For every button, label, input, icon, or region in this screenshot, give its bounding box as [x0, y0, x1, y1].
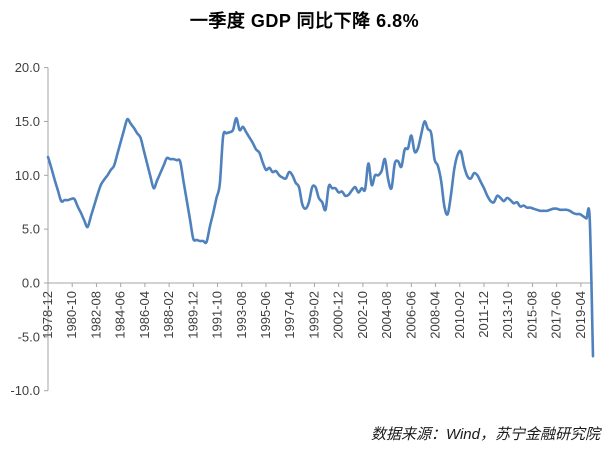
gdp-growth-line	[46, 116, 595, 358]
chart-title: 一季度 GDP 同比下降 6.8%	[189, 11, 420, 31]
x-axis-label: 1978-12	[40, 291, 55, 339]
x-axis-label: 2004-08	[379, 291, 394, 339]
x-axis-label: 2010-02	[452, 291, 467, 339]
x-axis-label: 1995-06	[258, 291, 273, 339]
x-axis-label: 2000-12	[331, 291, 346, 339]
x-axis-label: 1997-04	[282, 291, 297, 339]
y-axis-label: 10.0	[15, 168, 40, 183]
y-axis-label: 15.0	[15, 114, 40, 129]
y-axis-label: 0.0	[22, 276, 40, 291]
y-axis-label: -10.0	[10, 383, 40, 398]
x-axis-label: 1982-08	[88, 291, 103, 339]
x-axis-label: 2015-08	[524, 291, 539, 339]
x-axis-label: 2008-04	[428, 291, 443, 339]
x-axis-label: 2019-04	[573, 291, 588, 339]
x-axis-label: 2002-10	[355, 291, 370, 339]
x-axis-label: 1986-04	[137, 291, 152, 339]
y-axis-label: -5.0	[18, 329, 40, 344]
x-axis-label: 1984-06	[113, 291, 128, 339]
x-axis-label: 1980-10	[64, 291, 79, 339]
x-axis-label: 1989-12	[185, 291, 200, 339]
x-axis-label: 2017-06	[549, 291, 564, 339]
x-axis-label: 1991-10	[210, 291, 225, 339]
x-axis-label: 1993-08	[234, 291, 249, 339]
x-axis-label: 2013-10	[500, 291, 515, 339]
x-axis-label: 1999-02	[306, 291, 321, 339]
y-axis-label: 5.0	[22, 222, 40, 237]
x-axis-label: 2011-12	[476, 291, 491, 338]
y-axis-label: 20.0	[15, 60, 40, 75]
x-axis-label: 2006-06	[403, 291, 418, 339]
data-source-note: 数据来源：Wind，苏宁金融研究院	[370, 426, 600, 443]
x-axis-label: 1988-02	[161, 291, 176, 339]
